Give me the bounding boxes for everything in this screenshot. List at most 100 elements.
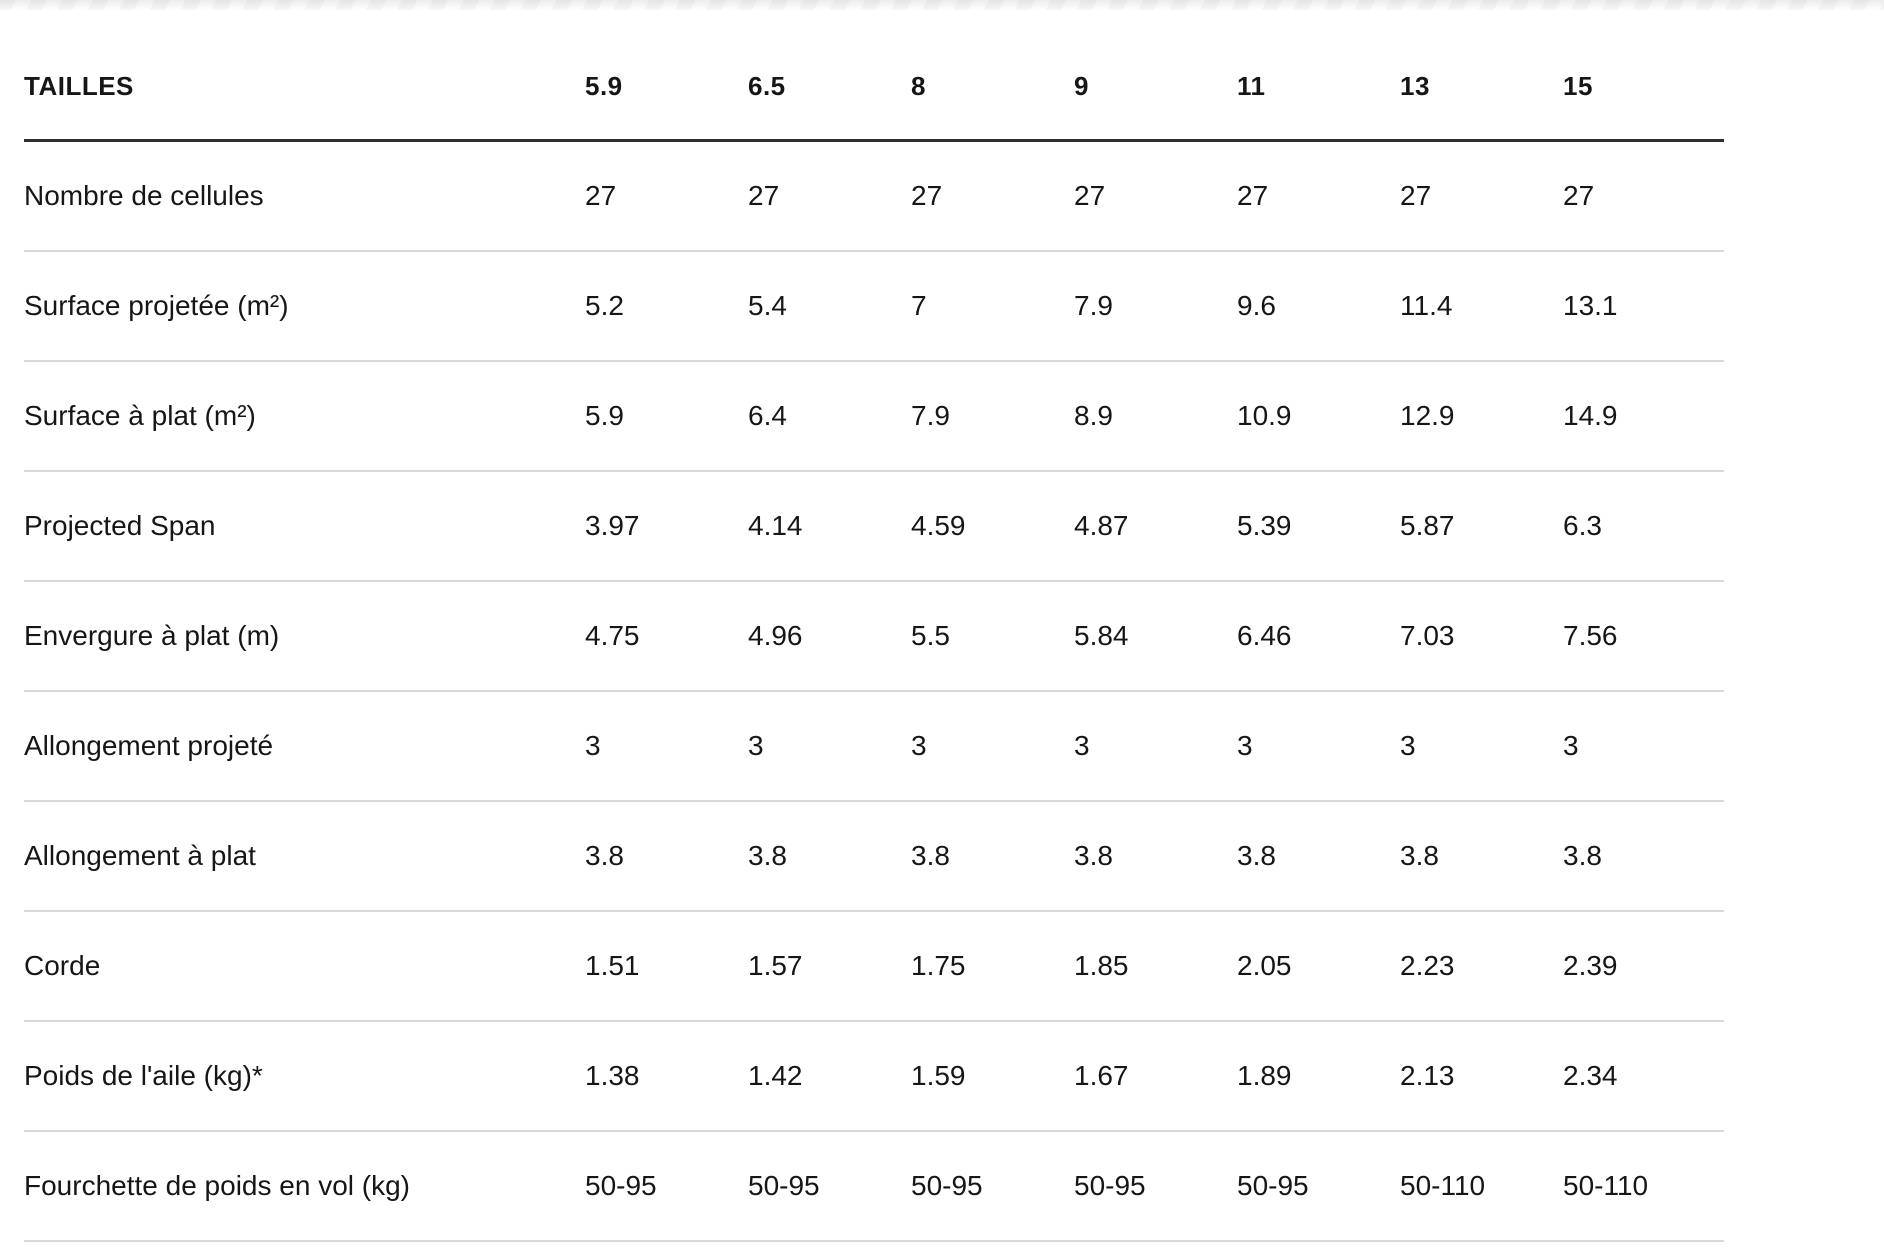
value-cell: 3 <box>1074 730 1090 761</box>
header-size-cell: 15 <box>1563 71 1593 101</box>
value-cell: 7.9 <box>911 400 950 431</box>
header-size-cell: 11 <box>1237 71 1266 101</box>
table-row: Poids de l'aile (kg)* 1.38 1.42 1.59 1.6… <box>24 1022 1724 1132</box>
row-label: Surface à plat (m²) <box>24 400 256 431</box>
value-cell: 5.4 <box>748 290 787 321</box>
value-cell: 1.75 <box>911 950 966 981</box>
row-label: Poids de l'aile (kg)* <box>24 1060 263 1091</box>
value-cell: 3.8 <box>1237 840 1276 871</box>
value-cell: 5.9 <box>585 400 624 431</box>
value-cell: 27 <box>1237 180 1269 211</box>
value-cell: 5.2 <box>585 290 624 321</box>
table-row: Nombre de cellules 27 27 27 27 27 27 27 <box>24 142 1724 252</box>
value-cell: 6.3 <box>1563 510 1602 541</box>
header-size-cell: 9 <box>1074 71 1089 101</box>
value-cell: 5.84 <box>1074 620 1129 651</box>
value-cell: 7 <box>911 290 927 321</box>
value-cell: 4.96 <box>748 620 803 651</box>
value-cell: 50-95 <box>748 1170 820 1201</box>
value-cell: 7.9 <box>1074 290 1113 321</box>
header-size-cell: 8 <box>911 71 926 101</box>
value-cell: 3.8 <box>585 840 624 871</box>
value-cell: 14.9 <box>1563 400 1618 431</box>
value-cell: 27 <box>585 180 617 211</box>
table-row: Surface à plat (m²) 5.9 6.4 7.9 8.9 10.9… <box>24 362 1724 472</box>
row-label: Surface projetée (m²) <box>24 290 289 321</box>
value-cell: 1.42 <box>748 1060 803 1091</box>
table-title: TAILLES <box>24 71 134 101</box>
row-label: Envergure à plat (m) <box>24 620 280 651</box>
value-cell: 5.5 <box>911 620 950 651</box>
value-cell: 10.9 <box>1237 400 1292 431</box>
value-cell: 2.13 <box>1400 1060 1455 1091</box>
table-row: Envergure à plat (m) 4.75 4.96 5.5 5.84 … <box>24 582 1724 692</box>
value-cell: 3.97 <box>585 510 640 541</box>
value-cell: 3 <box>1563 730 1579 761</box>
value-cell: 1.59 <box>911 1060 966 1091</box>
value-cell: 6.46 <box>1237 620 1292 651</box>
value-cell: 3 <box>585 730 601 761</box>
table-row: Fourchette de poids en vol (kg) 50-95 50… <box>24 1132 1724 1242</box>
value-cell: 7.56 <box>1563 620 1618 651</box>
value-cell: 27 <box>911 180 943 211</box>
value-cell: 3 <box>1237 730 1253 761</box>
value-cell: 5.87 <box>1400 510 1455 541</box>
table-row: Surface projetée (m²) 5.2 5.4 7 7.9 9.6 … <box>24 252 1724 362</box>
header-size-cell: 5.9 <box>585 71 623 101</box>
value-cell: 50-95 <box>585 1170 657 1201</box>
value-cell: 3 <box>1400 730 1416 761</box>
value-cell: 3.8 <box>1563 840 1602 871</box>
value-cell: 7.03 <box>1400 620 1455 651</box>
value-cell: 2.05 <box>1237 950 1292 981</box>
value-cell: 2.39 <box>1563 950 1618 981</box>
value-cell: 11.4 <box>1400 290 1453 321</box>
table-row: Corde 1.51 1.57 1.75 1.85 2.05 2.23 2.39 <box>24 912 1724 1022</box>
value-cell: 2.23 <box>1400 950 1455 981</box>
value-cell: 5.39 <box>1237 510 1292 541</box>
row-label: Corde <box>24 950 101 981</box>
value-cell: 4.59 <box>911 510 966 541</box>
value-cell: 50-95 <box>1237 1170 1309 1201</box>
header-size-cell: 6.5 <box>748 71 786 101</box>
value-cell: 8.9 <box>1074 400 1113 431</box>
value-cell: 3 <box>748 730 764 761</box>
value-cell: 50-110 <box>1400 1170 1486 1201</box>
table-header-row: TAILLES 5.9 6.5 8 9 11 13 15 <box>24 10 1724 142</box>
row-label: Allongement à plat <box>24 840 256 871</box>
page-top-texture <box>0 0 1884 10</box>
value-cell: 1.67 <box>1074 1060 1129 1091</box>
value-cell: 4.87 <box>1074 510 1129 541</box>
value-cell: 12.9 <box>1400 400 1455 431</box>
value-cell: 2.34 <box>1563 1060 1618 1091</box>
row-label: Nombre de cellules <box>24 180 264 211</box>
value-cell: 3.8 <box>1400 840 1439 871</box>
row-label: Fourchette de poids en vol (kg) <box>24 1170 410 1201</box>
value-cell: 3 <box>911 730 927 761</box>
value-cell: 27 <box>1400 180 1432 211</box>
value-cell: 4.14 <box>748 510 803 541</box>
value-cell: 50-95 <box>1074 1170 1146 1201</box>
value-cell: 3.8 <box>911 840 950 871</box>
value-cell: 13.1 <box>1563 290 1618 321</box>
table-row: Allongement projeté 3 3 3 3 3 3 3 <box>24 692 1724 802</box>
value-cell: 1.57 <box>748 950 803 981</box>
spec-table: TAILLES 5.9 6.5 8 9 11 13 15 Nombre de c… <box>24 10 1724 1242</box>
value-cell: 3.8 <box>748 840 787 871</box>
value-cell: 1.38 <box>585 1060 640 1091</box>
header-size-cell: 13 <box>1400 71 1430 101</box>
table-row: Projected Span 3.97 4.14 4.59 4.87 5.39 … <box>24 472 1724 582</box>
value-cell: 27 <box>748 180 780 211</box>
value-cell: 27 <box>1074 180 1106 211</box>
value-cell: 6.4 <box>748 400 787 431</box>
row-label: Allongement projeté <box>24 730 274 761</box>
value-cell: 4.75 <box>585 620 640 651</box>
value-cell: 9.6 <box>1237 290 1276 321</box>
value-cell: 3.8 <box>1074 840 1113 871</box>
value-cell: 1.89 <box>1237 1060 1292 1091</box>
value-cell: 50-110 <box>1563 1170 1649 1201</box>
row-label: Projected Span <box>24 510 216 541</box>
value-cell: 1.85 <box>1074 950 1129 981</box>
table-row: Allongement à plat 3.8 3.8 3.8 3.8 3.8 3… <box>24 802 1724 912</box>
value-cell: 1.51 <box>585 950 640 981</box>
value-cell: 27 <box>1563 180 1595 211</box>
